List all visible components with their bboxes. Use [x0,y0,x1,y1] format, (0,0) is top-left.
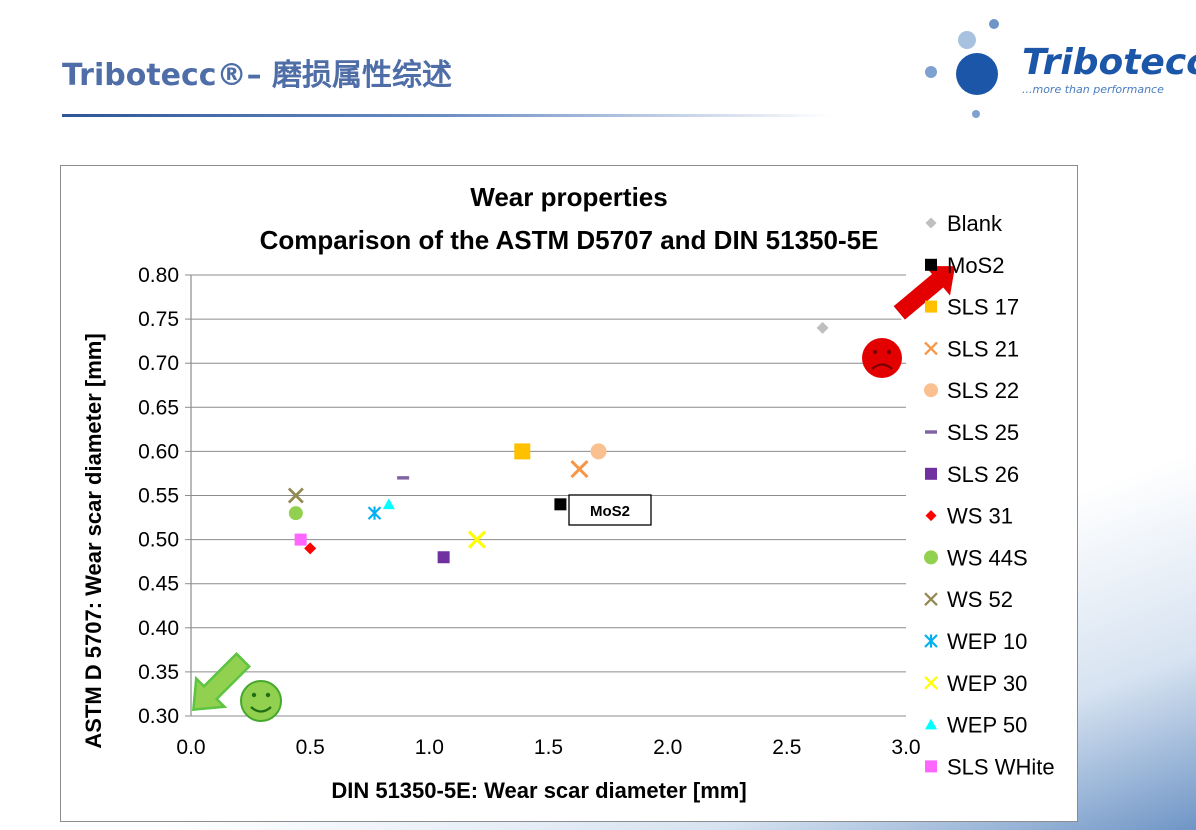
legend-label: WS 44S [947,545,1028,570]
y-tick-label: 0.80 [138,264,179,287]
tribotecc-logo: Tribotecc ...more than performance [918,14,1196,124]
chart-title-line-2: Comparison of the ASTM D5707 and DIN 513… [260,225,879,255]
wear-scatter-chart: Wear properties Comparison of the ASTM D… [81,182,1055,803]
y-tick-label: 0.75 [138,308,179,331]
legend-label: WEP 10 [947,629,1027,654]
y-axis-label: ASTM D 5707: Wear scar diameter [mm] [81,333,106,748]
legend-marker [925,760,937,773]
mos2-callout-label: MoS2 [590,503,630,520]
chart-panel: Wear properties Comparison of the ASTM D… [60,165,1078,822]
data-point-ws-44s [288,506,303,521]
x-tick-label: 1.0 [415,736,444,759]
x-tick-label: 0.0 [176,736,205,759]
legend-marker [925,258,937,271]
logo-tagline: ...more than performance [1022,83,1164,96]
legend-marker [924,550,938,565]
legend-marker [924,634,938,648]
data-point-mos2 [554,498,567,511]
y-tick-label: 0.50 [138,529,179,552]
legend-label: SLS 26 [947,462,1019,487]
legend-label: SLS 25 [947,420,1019,445]
data-point-sls-25 [397,476,410,480]
legend-marker [925,300,937,313]
legend-label: SLS 22 [947,378,1019,403]
data-point-wep-50 [382,498,395,510]
logo-dots-icon [925,19,999,118]
data-point-sls-white [294,533,307,546]
legend-label: SLS WHite [947,754,1055,779]
legend-label: SLS 17 [947,295,1019,320]
slide-title: Tribotecc®– 磨损属性综述 [62,58,453,93]
smiley-face-icon [240,680,282,722]
legend-marker [925,467,937,480]
green-arrow-down-left-icon [191,651,252,712]
y-tick-label: 0.45 [138,573,179,596]
y-tick-label: 0.40 [138,617,179,640]
data-point-ws-31 [304,542,317,555]
x-tick-label: 2.0 [653,736,682,759]
x-axis-label: DIN 51350-5E: Wear scar diameter [mm] [331,778,746,803]
legend-label: SLS 21 [947,336,1019,361]
legend-marker [924,592,938,607]
x-tick-label: 2.5 [772,736,801,759]
data-point-wep-10 [367,506,382,520]
legend-label: Blank [947,211,1003,236]
data-point-sls-22 [590,443,607,460]
legend-marker [924,341,938,356]
title-divider [62,114,832,117]
y-tick-labels: 0.80 0.75 0.70 0.65 0.60 0.55 0.50 0.45 0.40 0.35… [138,264,179,728]
legend-label: WS 52 [947,587,1013,612]
legend-marker [924,675,938,690]
x-tick-labels: 0.0 0.5 1.0 1.5 2.0 2.5 3.0 [176,736,920,759]
legend-marker [925,430,937,434]
legend-label: WS 31 [947,504,1013,529]
y-tick-label: 0.35 [138,661,179,684]
y-tick-label: 0.70 [138,352,179,375]
legend-label: WEP 30 [947,671,1027,696]
data-points [287,321,829,564]
x-tick-label: 1.5 [534,736,563,759]
mos2-callout: MoS2 [568,494,652,526]
y-tick-label: 0.30 [138,705,179,728]
legend: Blank MoS2 SLS 17 SLS 21 SLS 22 SLS 25 SLS 26 W… [924,211,1055,779]
chart-title-line-1: Wear properties [470,182,667,212]
data-point-sls-21 [570,459,589,479]
data-point-sls-17 [514,443,531,460]
legend-marker [924,383,938,398]
legend-label: MoS2 [947,253,1004,278]
sad-face-icon [862,338,902,378]
data-point-sls-26 [437,551,450,564]
y-tick-label: 0.65 [138,396,179,419]
legend-label: WEP 50 [947,713,1027,738]
data-point-blank [816,321,829,334]
x-tick-label: 3.0 [891,736,920,759]
grid-lines [185,274,906,717]
y-tick-label: 0.55 [138,485,179,508]
data-point-wep-30 [467,530,487,549]
red-arrow-up-right-icon [890,263,959,324]
data-point-ws-52 [287,487,304,504]
y-tick-label: 0.60 [138,440,179,463]
logo-name: Tribotecc [1022,42,1196,83]
x-tick-label: 0.5 [296,736,325,759]
legend-marker [925,217,937,229]
legend-marker [925,718,937,730]
legend-marker [925,510,937,522]
